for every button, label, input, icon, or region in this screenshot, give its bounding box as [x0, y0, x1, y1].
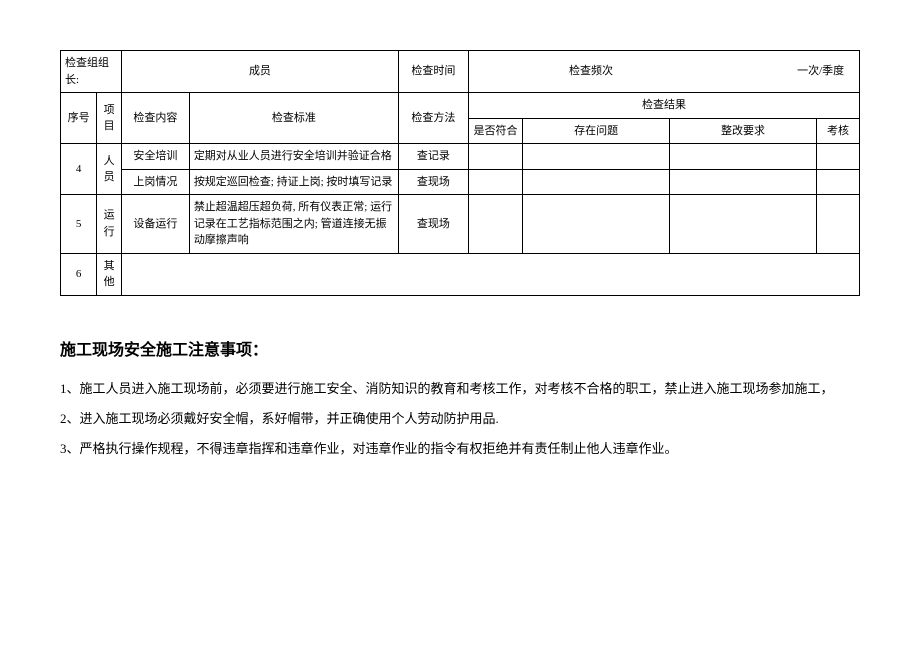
project-5: 运行 — [97, 195, 122, 254]
method-4-2: 查现场 — [398, 169, 468, 195]
issue-4-2 — [523, 169, 670, 195]
issue-4-1 — [523, 144, 670, 170]
conform-5 — [468, 195, 522, 254]
notes-section: 1、施工人员进入施工现场前，必须要进行施工安全、消防知识的教育和考核工作，对考核… — [60, 376, 860, 462]
col-issue: 存在问题 — [523, 118, 670, 144]
table-row: 上岗情况 按规定巡回检查; 持证上岗; 按时填写记录 查现场 — [61, 169, 860, 195]
table-row: 6 其他 — [61, 253, 860, 295]
rectify-4-2 — [670, 169, 817, 195]
freq-label: 检查频次 — [476, 63, 706, 80]
inspector-label: 检查组组长: — [61, 51, 122, 93]
header-top-row: 检查组组长: 成员 检查时间 检查频次一次/季度 — [61, 51, 860, 93]
freq-cell: 检查频次一次/季度 — [468, 51, 859, 93]
freq-value: 一次/季度 — [706, 63, 852, 80]
col-conform: 是否符合 — [468, 118, 522, 144]
assess-5 — [816, 195, 859, 254]
col-project: 项目 — [97, 93, 122, 144]
content-6 — [122, 253, 860, 295]
standard-4-2: 按规定巡回检查; 持证上岗; 按时填写记录 — [189, 169, 398, 195]
method-4-1: 查记录 — [398, 144, 468, 170]
rectify-5 — [670, 195, 817, 254]
assess-4-2 — [816, 169, 859, 195]
seq-4: 4 — [61, 144, 97, 195]
header-row-2: 序号 项目 检查内容 检查标准 检查方法 检查结果 — [61, 93, 860, 119]
issue-5 — [523, 195, 670, 254]
inspection-table: 检查组组长: 成员 检查时间 检查频次一次/季度 序号 项目 检查内容 检查标准… — [60, 50, 860, 296]
col-rectify: 整改要求 — [670, 118, 817, 144]
time-label: 检查时间 — [398, 51, 468, 93]
standard-5: 禁止超温超压超负荷, 所有仪表正常; 运行记录在工艺指标范围之内; 管道连接无振… — [189, 195, 398, 254]
method-5: 查现场 — [398, 195, 468, 254]
col-method: 检查方法 — [398, 93, 468, 144]
conform-4-2 — [468, 169, 522, 195]
standard-4-1: 定期对从业人员进行安全培训并验证合格 — [189, 144, 398, 170]
col-seq: 序号 — [61, 93, 97, 144]
content-4-2: 上岗情况 — [122, 169, 190, 195]
col-result: 检查结果 — [468, 93, 859, 119]
content-4-1: 安全培训 — [122, 144, 190, 170]
note-3: 3、严格执行操作规程，不得违章指挥和违章作业，对违章作业的指令有权拒绝并有责任制… — [60, 436, 860, 462]
note-1: 1、施工人员进入施工现场前，必须要进行施工安全、消防知识的教育和考核工作，对考核… — [60, 376, 860, 402]
section-title: 施工现场安全施工注意事项： — [60, 336, 860, 360]
conform-4-1 — [468, 144, 522, 170]
project-4: 人员 — [97, 144, 122, 195]
col-assess: 考核 — [816, 118, 859, 144]
member-label: 成员 — [122, 51, 399, 93]
seq-5: 5 — [61, 195, 97, 254]
content-5: 设备运行 — [122, 195, 190, 254]
col-standard: 检查标准 — [189, 93, 398, 144]
table-row: 5 运行 设备运行 禁止超温超压超负荷, 所有仪表正常; 运行记录在工艺指标范围… — [61, 195, 860, 254]
rectify-4-1 — [670, 144, 817, 170]
assess-4-1 — [816, 144, 859, 170]
seq-6: 6 — [61, 253, 97, 295]
table-row: 4 人员 安全培训 定期对从业人员进行安全培训并验证合格 查记录 — [61, 144, 860, 170]
project-6: 其他 — [97, 253, 122, 295]
note-2: 2、进入施工现场必须戴好安全帽，系好帽带，并正确使用个人劳动防护用品. — [60, 406, 860, 432]
col-content: 检查内容 — [122, 93, 190, 144]
